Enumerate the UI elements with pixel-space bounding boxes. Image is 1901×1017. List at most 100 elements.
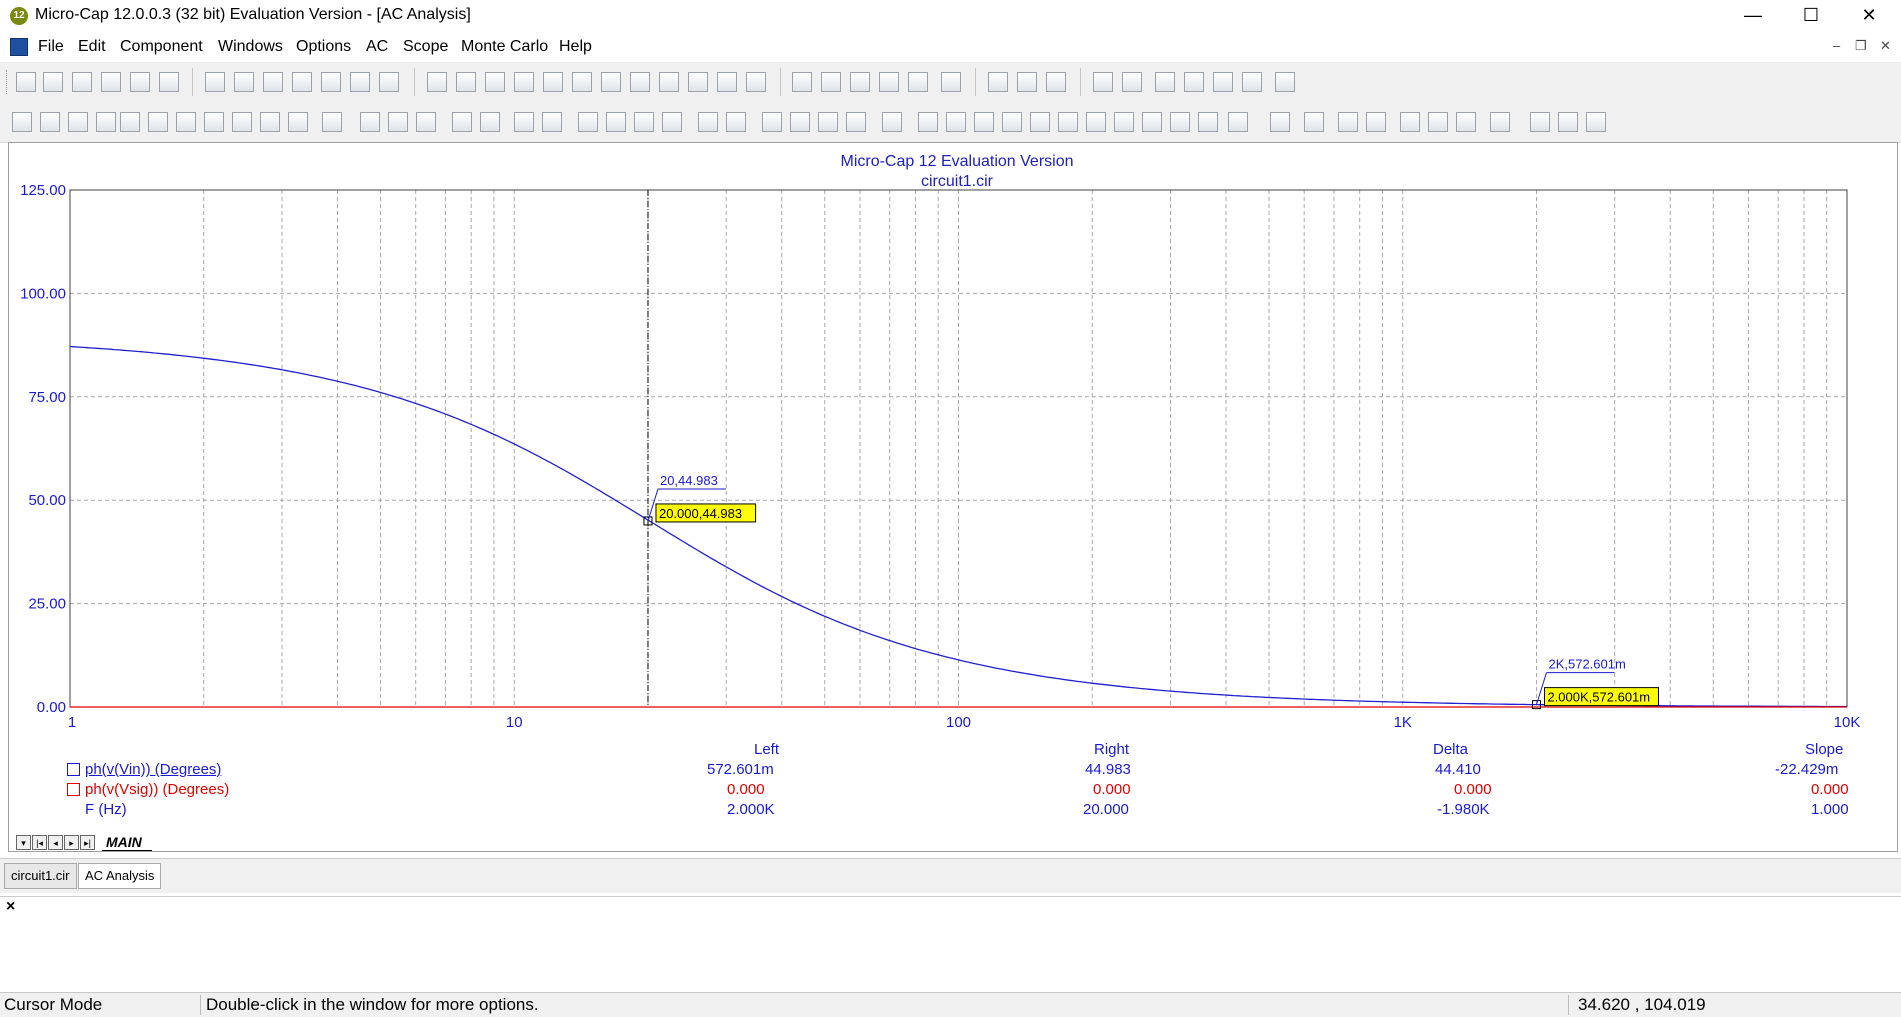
transistor-component-icon[interactable]: [572, 72, 592, 92]
zoom-out-icon[interactable]: [1428, 112, 1448, 132]
document-menu-icon[interactable]: [10, 38, 28, 56]
cascade-windows-icon[interactable]: [792, 72, 812, 92]
select-all-icon[interactable]: [379, 72, 399, 92]
zoom-out-tool-icon[interactable]: [790, 112, 810, 132]
cursor-global-low-icon[interactable]: [1086, 112, 1106, 132]
cursor-inflection-icon[interactable]: [1030, 112, 1050, 132]
run-analysis-icon[interactable]: [360, 112, 380, 132]
minimize-button[interactable]: —: [1744, 5, 1762, 25]
tangent-mode-icon[interactable]: [176, 112, 196, 132]
print-icon[interactable]: [159, 72, 179, 92]
animate-icon[interactable]: [514, 112, 534, 132]
zoom-fit-icon[interactable]: [818, 112, 838, 132]
analysis-limits-icon[interactable]: [1122, 72, 1142, 92]
data-points-icon[interactable]: [542, 112, 562, 132]
horizontal-tag-icon[interactable]: [260, 112, 280, 132]
zoom-prev-icon[interactable]: [846, 112, 866, 132]
sheet-next-button[interactable]: ▸: [64, 835, 79, 850]
new-file-icon[interactable]: [16, 72, 36, 92]
web-globe-icon[interactable]: [1046, 72, 1066, 92]
menu-monte-carlo[interactable]: Monte Carlo: [461, 38, 549, 55]
menu-scope[interactable]: Scope: [403, 38, 449, 55]
redo-icon[interactable]: [234, 72, 254, 92]
layout-grid-icon[interactable]: [1490, 112, 1510, 132]
cut-icon[interactable]: [263, 72, 283, 92]
arrange-icon[interactable]: [879, 72, 899, 92]
diode-component-icon[interactable]: [543, 72, 563, 92]
grid-style-3-icon[interactable]: [634, 112, 654, 132]
fit-y-icon[interactable]: [1366, 112, 1386, 132]
menu-options[interactable]: Options: [296, 38, 352, 55]
cursor-peak-icon[interactable]: [918, 112, 938, 132]
menu-ac[interactable]: AC: [366, 38, 389, 55]
zoom-region-icon[interactable]: [120, 112, 140, 132]
close-output-icon[interactable]: ×: [6, 898, 16, 915]
legend-series-vsig[interactable]: ph(v(Vsig)) (Degrees): [85, 781, 230, 798]
major-grid-icon[interactable]: [726, 112, 746, 132]
minor-grid-icon[interactable]: [698, 112, 718, 132]
export-icon[interactable]: [1304, 112, 1324, 132]
cursor-low-icon[interactable]: [1002, 112, 1022, 132]
cursor-next-icon[interactable]: [1170, 112, 1190, 132]
graph-mode-icon[interactable]: [148, 112, 168, 132]
page-icon[interactable]: [988, 72, 1008, 92]
cursor-prev-icon[interactable]: [1198, 112, 1218, 132]
print-preview-icon[interactable]: [130, 72, 150, 92]
font-icon[interactable]: [1530, 112, 1550, 132]
sheet-prev-button[interactable]: ◂: [48, 835, 63, 850]
numeric-output-icon[interactable]: [1184, 72, 1204, 92]
grid-style-4-icon[interactable]: [662, 112, 682, 132]
calculator-icon[interactable]: [941, 72, 961, 92]
cursor-marker[interactable]: [1531, 700, 1541, 710]
save-icon[interactable]: [72, 72, 92, 92]
macro-component-icon[interactable]: [659, 72, 679, 92]
sheet-tab-main[interactable]: MAIN: [102, 834, 152, 851]
cursor-bottom-icon[interactable]: [1142, 112, 1162, 132]
performance-plot-icon[interactable]: [1275, 72, 1295, 92]
maximize-window-icon[interactable]: [908, 72, 928, 92]
analysis-run-icon[interactable]: [1093, 72, 1113, 92]
series-toggle-vsig[interactable]: [67, 783, 80, 796]
doc-tab-ac-analysis[interactable]: AC Analysis: [78, 863, 162, 889]
optimize-icon[interactable]: [480, 112, 500, 132]
series-toggle-vin[interactable]: [67, 763, 80, 776]
zoom-in-tool-icon[interactable]: [762, 112, 782, 132]
legend-series-vin[interactable]: ph(v(Vin)) (Degrees): [85, 761, 222, 778]
capacitor-component-icon[interactable]: [485, 72, 505, 92]
pan-mode-icon[interactable]: [40, 112, 60, 132]
tile-horizontal-icon[interactable]: [850, 72, 870, 92]
copy-icon[interactable]: [292, 72, 312, 92]
open-file-icon[interactable]: [43, 72, 63, 92]
cursor-valley-icon[interactable]: [946, 112, 966, 132]
zoom-value-icon[interactable]: [1456, 112, 1476, 132]
sheet-last-button[interactable]: ▸|: [80, 835, 95, 850]
grid-style-2-icon[interactable]: [606, 112, 626, 132]
cursor-global-high-icon[interactable]: [1058, 112, 1078, 132]
source-component-icon[interactable]: [456, 72, 476, 92]
dropdown-arrow-icon[interactable]: [96, 112, 116, 132]
plot-icon[interactable]: [1242, 72, 1262, 92]
cursor-high-icon[interactable]: [974, 112, 994, 132]
ac-analysis-plot[interactable]: Micro-Cap 12 Evaluation Version circuit1…: [9, 143, 1897, 851]
close-button[interactable]: ✕: [1861, 5, 1877, 25]
slope-mode-icon[interactable]: [204, 112, 224, 132]
report-icon[interactable]: [1270, 112, 1290, 132]
fit-x-icon[interactable]: [1338, 112, 1358, 132]
stepping-icon[interactable]: [452, 112, 472, 132]
paste-plot-icon[interactable]: [1586, 112, 1606, 132]
plot-window[interactable]: Micro-Cap 12 Evaluation Version circuit1…: [8, 142, 1898, 852]
menu-file[interactable]: File: [38, 38, 64, 55]
scale-mode-icon[interactable]: [68, 112, 88, 132]
probe-component-icon[interactable]: [746, 72, 766, 92]
save-all-icon[interactable]: [101, 72, 121, 92]
properties-dialog-icon[interactable]: [322, 112, 342, 132]
mdi-minimize-button[interactable]: –: [1833, 38, 1841, 53]
properties-icon[interactable]: [1155, 72, 1175, 92]
paste-icon[interactable]: [321, 72, 341, 92]
copy-plot-icon[interactable]: [1558, 112, 1578, 132]
stop-analysis-icon[interactable]: [388, 112, 408, 132]
menu-help[interactable]: Help: [559, 38, 592, 55]
doc-tab-circuit[interactable]: circuit1.cir: [4, 863, 77, 889]
node-component-icon[interactable]: [717, 72, 737, 92]
cursor-settings-icon[interactable]: [882, 112, 902, 132]
